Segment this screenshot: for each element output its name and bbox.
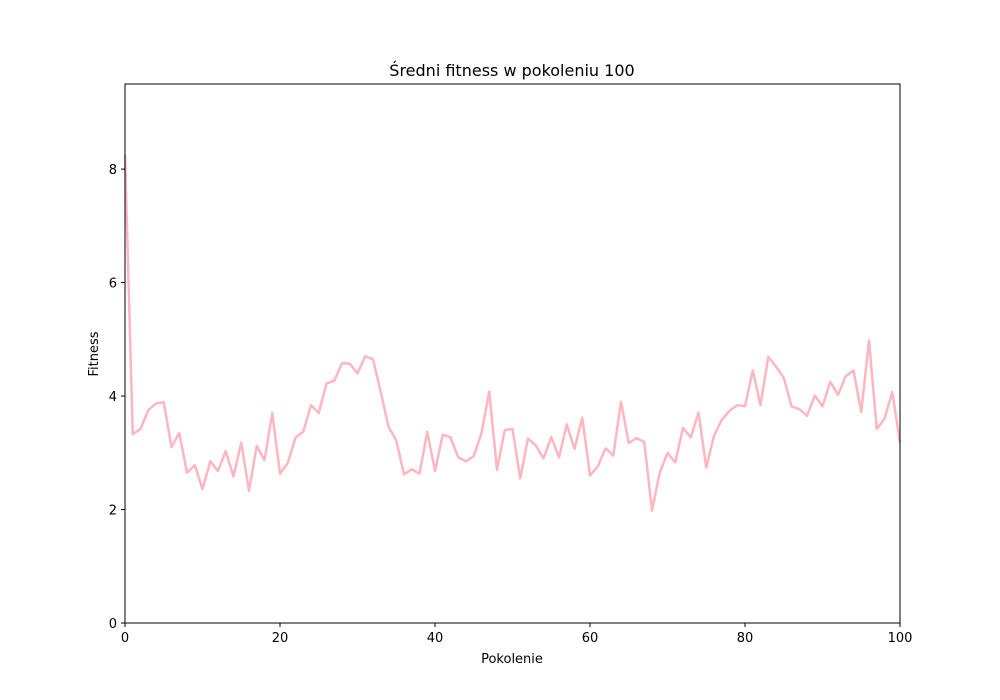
x-tick-label: 0	[121, 631, 129, 646]
y-axis-label: Fitness	[87, 331, 102, 376]
x-axis-label: Pokolenie	[481, 652, 543, 667]
series-line	[123, 154, 902, 512]
y-tick-label: 0	[109, 617, 117, 632]
plot-area	[123, 154, 902, 512]
x-tick-label: 40	[427, 631, 444, 646]
chart-title: Średni fitness w pokoleniu 100	[389, 61, 634, 80]
y-tick-label: 2	[109, 504, 117, 519]
x-tick-label: 80	[737, 631, 754, 646]
x-axis: 0 20 40 60 80 100	[121, 623, 913, 646]
y-axis: 0 2 4 6 8	[109, 163, 125, 632]
y-tick-label: 4	[109, 390, 117, 405]
y-tick-label: 6	[109, 277, 117, 292]
x-tick-label: 100	[888, 631, 913, 646]
x-tick-label: 60	[582, 631, 599, 646]
y-tick-label: 8	[109, 163, 117, 178]
plot-frame	[124, 83, 901, 624]
x-tick-label: 20	[272, 631, 289, 646]
